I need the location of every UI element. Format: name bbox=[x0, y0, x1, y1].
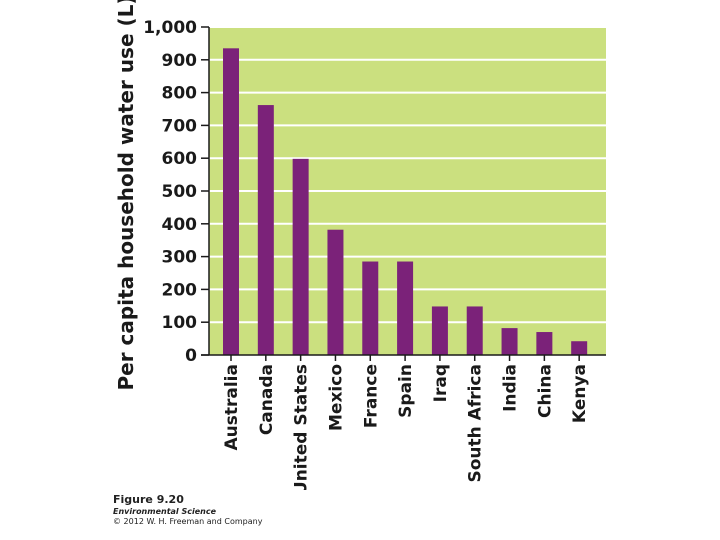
y-tick-label: 200 bbox=[162, 280, 198, 300]
bar-india bbox=[501, 328, 518, 355]
x-category-label: Mexico bbox=[326, 364, 346, 431]
y-tick-label: 0 bbox=[185, 346, 197, 366]
y-tick-label: 700 bbox=[162, 116, 198, 136]
bar-australia bbox=[223, 48, 239, 355]
figure-number: Figure 9.20 bbox=[113, 493, 184, 506]
bar-iraq bbox=[431, 306, 448, 355]
y-tick-label: 900 bbox=[162, 51, 198, 71]
x-category-label: South Africa bbox=[466, 364, 486, 483]
bar-canada bbox=[257, 105, 274, 356]
y-tick-label: 800 bbox=[162, 84, 198, 104]
book-title: Environmental Science bbox=[113, 507, 216, 516]
y-axis-label: Per capita household water use (L) bbox=[114, 0, 138, 391]
bar-mexico bbox=[327, 229, 344, 355]
y-tick-label: 500 bbox=[162, 182, 198, 202]
x-category-label: Kenya bbox=[570, 364, 590, 423]
copyright-notice: © 2012 W. H. Freeman and Company bbox=[113, 517, 263, 526]
x-category-label: France bbox=[361, 364, 381, 428]
bars bbox=[223, 48, 588, 356]
x-category-label: Iraq bbox=[431, 364, 451, 402]
x-category-label: China bbox=[535, 364, 555, 418]
y-tick-label: 600 bbox=[162, 149, 198, 169]
y-tick-label: 1,000 bbox=[143, 18, 197, 38]
bar-chart: 0 100 200 300 400 500 600 700 800 900 1,000 Austra… bbox=[114, 0, 606, 490]
y-tick-label: 100 bbox=[162, 313, 198, 333]
bar-united-states bbox=[292, 158, 309, 355]
x-category-labels: Australia Canada United States Mexico France… bbox=[222, 364, 590, 490]
figure-caption: Figure 9.20 Environmental Science © 2012… bbox=[113, 493, 262, 526]
x-category-label: Australia bbox=[222, 364, 242, 451]
y-tick-label: 400 bbox=[162, 215, 198, 235]
bar-france bbox=[362, 261, 379, 355]
bar-south-africa bbox=[466, 306, 483, 355]
x-category-label: Spain bbox=[396, 364, 416, 418]
axes bbox=[201, 26, 606, 361]
y-tick-labels: 0 100 200 300 400 500 600 700 800 900 1,000 bbox=[143, 18, 197, 366]
bar-china bbox=[536, 332, 553, 355]
bar-kenya bbox=[571, 341, 588, 355]
x-category-label: United States bbox=[292, 364, 312, 490]
x-category-label: Canada bbox=[257, 364, 277, 435]
bar-spain bbox=[397, 261, 414, 355]
y-tick-label: 300 bbox=[162, 248, 198, 268]
x-category-label: India bbox=[501, 364, 521, 412]
